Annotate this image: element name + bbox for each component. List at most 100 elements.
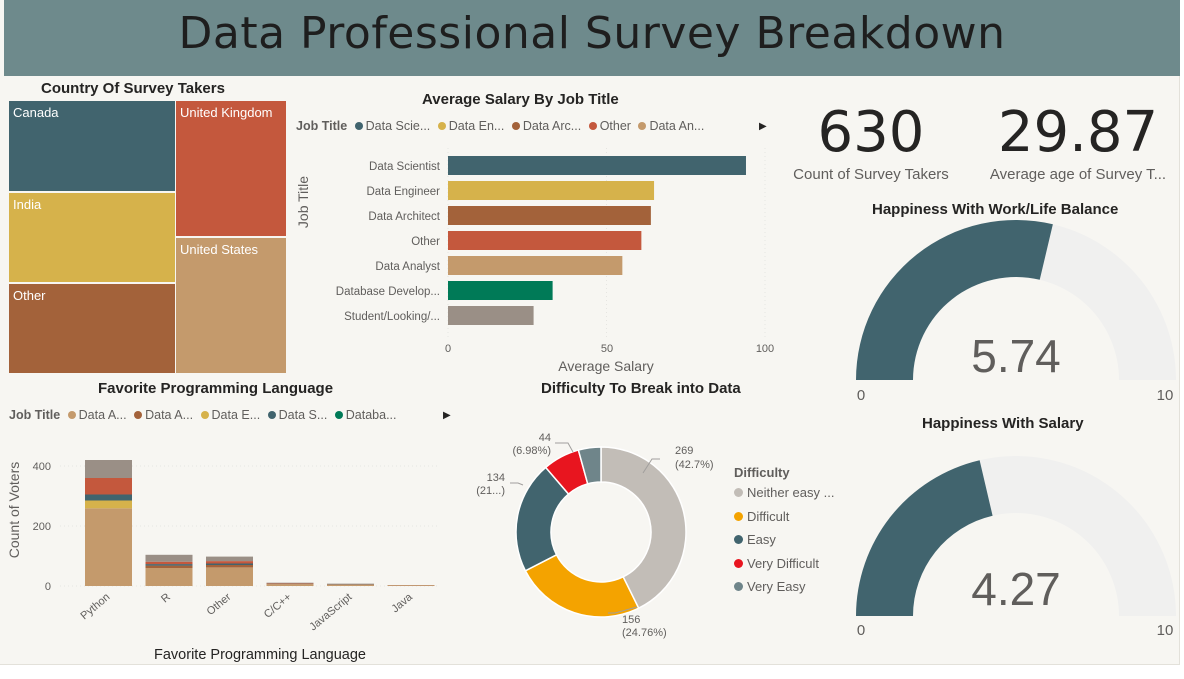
salary-bar[interactable]	[448, 156, 746, 175]
legend-item[interactable]: Data A...	[67, 408, 127, 422]
salary-y-axis-label: Job Title	[295, 176, 311, 228]
donut-slice[interactable]	[524, 553, 640, 618]
donut-data-label: 134	[487, 472, 505, 484]
language-bar-segment[interactable]	[85, 460, 132, 478]
legend-dot	[67, 411, 76, 419]
legend-next-arrow-icon[interactable]: ▶	[443, 410, 451, 421]
language-bar-segment[interactable]	[206, 556, 253, 562]
legend-dot	[334, 411, 343, 419]
salary-category-label: Student/Looking/...	[344, 311, 440, 323]
salary-bar-chart[interactable]: Job Title Average Salary 0 50 100 Data S…	[290, 140, 790, 380]
legend-item[interactable]: Data Scie...	[354, 119, 430, 133]
salary-category-label: Data Architect	[368, 211, 440, 223]
language-bar-segment[interactable]	[206, 565, 253, 568]
donut-legend-item[interactable]: Easy	[734, 532, 776, 547]
language-bar-segment[interactable]	[206, 567, 253, 586]
legend-dot	[134, 411, 143, 419]
legend-dot	[734, 582, 743, 591]
donut-slice[interactable]	[577, 446, 602, 485]
salary-bar[interactable]	[448, 281, 553, 300]
legend-dot	[734, 535, 743, 544]
donut-slice[interactable]	[600, 446, 687, 610]
legend-item[interactable]: Data A...	[134, 408, 193, 422]
language-category-label: Other	[205, 591, 234, 618]
treemap-label: United Kingdom	[180, 105, 273, 120]
salary-bar[interactable]	[448, 181, 655, 200]
language-bar-segment[interactable]	[85, 500, 132, 509]
salary-bar[interactable]	[448, 231, 642, 250]
legend-item[interactable]: Data Arc...	[511, 119, 581, 133]
language-stacked-chart[interactable]: Count of Voters Favorite Programming Lan…	[0, 440, 460, 665]
treemap-cell-united-states[interactable]: United States	[175, 237, 287, 374]
treemap-cell-other[interactable]: Other	[8, 283, 176, 374]
language-bar-segment[interactable]	[85, 494, 132, 501]
language-legend: Job Title Data A... Data A... Data E... …	[9, 408, 401, 422]
salary-bar[interactable]	[448, 306, 534, 325]
legend-dot	[734, 512, 743, 521]
donut-legend-item[interactable]: Very Difficult	[734, 556, 819, 571]
legend-dot	[734, 559, 743, 568]
legend-next-arrow-icon[interactable]: ▶	[759, 121, 767, 132]
salary-bar[interactable]	[448, 256, 623, 275]
donut-legend-title: Difficulty	[734, 465, 790, 480]
worklife-gauge[interactable]: 5.74 0 10	[845, 215, 1180, 410]
treemap-title: Country Of Survey Takers	[41, 80, 225, 97]
donut-leader-line	[555, 442, 574, 453]
donut-data-label: (6.98%)	[512, 445, 551, 457]
treemap-label: United States	[180, 242, 259, 257]
donut-data-label: 156	[622, 614, 640, 626]
salary-category-label: Data Engineer	[366, 186, 440, 198]
legend-dot	[437, 122, 446, 130]
legend-item[interactable]: Data An...	[638, 119, 704, 133]
legend-label: Databa...	[345, 408, 397, 422]
gauge-max-label: 10	[1157, 622, 1174, 639]
language-category-label: C/C++	[262, 591, 294, 621]
treemap-cell-india[interactable]: India	[8, 192, 176, 283]
donut-chart-title: Difficulty To Break into Data	[541, 380, 741, 397]
language-bar-segment[interactable]	[145, 561, 193, 565]
salary-chart-title: Average Salary By Job Title	[422, 91, 619, 108]
legend-dot	[638, 122, 647, 130]
language-bar-segment[interactable]	[387, 585, 435, 586]
language-category-label: JavaScript	[307, 591, 354, 633]
legend-item[interactable]: Data E...	[200, 408, 260, 422]
legend-item[interactable]: Data S...	[267, 408, 328, 422]
salary-happiness-gauge[interactable]: 4.27 0 10	[845, 451, 1180, 646]
language-bar-segment[interactable]	[145, 568, 193, 586]
donut-legend-item[interactable]: Difficult	[734, 509, 789, 524]
language-y-axis-label: Count of Voters	[6, 462, 22, 559]
language-bar-segment[interactable]	[85, 478, 132, 495]
language-bar-segment[interactable]	[206, 561, 253, 564]
language-bar-segment[interactable]	[145, 564, 193, 566]
legend-item[interactable]: Other	[588, 119, 631, 133]
legend-label: Other	[599, 119, 631, 133]
treemap-cell-canada[interactable]: Canada	[8, 100, 176, 192]
language-bar-segment[interactable]	[145, 554, 193, 562]
count-kpi-label: Count of Survey Takers	[793, 166, 949, 183]
language-bar-segment[interactable]	[327, 584, 374, 586]
language-bar-segment[interactable]	[206, 563, 253, 566]
language-bar-segment[interactable]	[145, 565, 193, 568]
legend-label: Data S...	[278, 408, 328, 422]
salary-bar[interactable]	[448, 206, 651, 225]
salary-gauge-title: Happiness With Salary	[922, 415, 1084, 432]
legend-dot	[511, 122, 520, 130]
language-bar-segment[interactable]	[327, 584, 374, 585]
difficulty-donut-chart[interactable]: 269 (42.7%) 156(24.76%) 134(21...) 44(6.98%)	[465, 425, 730, 655]
report-title: Data Professional Survey Breakdown	[178, 8, 1006, 59]
gauge-fill	[856, 460, 993, 616]
donut-legend-item[interactable]: Very Easy	[734, 579, 806, 594]
treemap-label: Other	[13, 288, 46, 303]
age-kpi-label: Average age of Survey T...	[989, 166, 1167, 183]
legend-dot	[734, 488, 743, 497]
donut-legend-item[interactable]: Neither easy ...	[734, 485, 834, 500]
language-bar-segment[interactable]	[266, 584, 314, 586]
legend-item[interactable]: Databa...	[334, 408, 397, 422]
treemap-cell-united-kingdom[interactable]: United Kingdom	[175, 100, 287, 237]
language-bar-segment[interactable]	[85, 508, 132, 586]
count-kpi-value: 630	[817, 100, 925, 165]
language-y-tick: 0	[45, 581, 51, 593]
donut-data-label: 44	[539, 432, 551, 444]
language-bar-segment[interactable]	[266, 583, 314, 585]
legend-item[interactable]: Data En...	[437, 119, 504, 133]
